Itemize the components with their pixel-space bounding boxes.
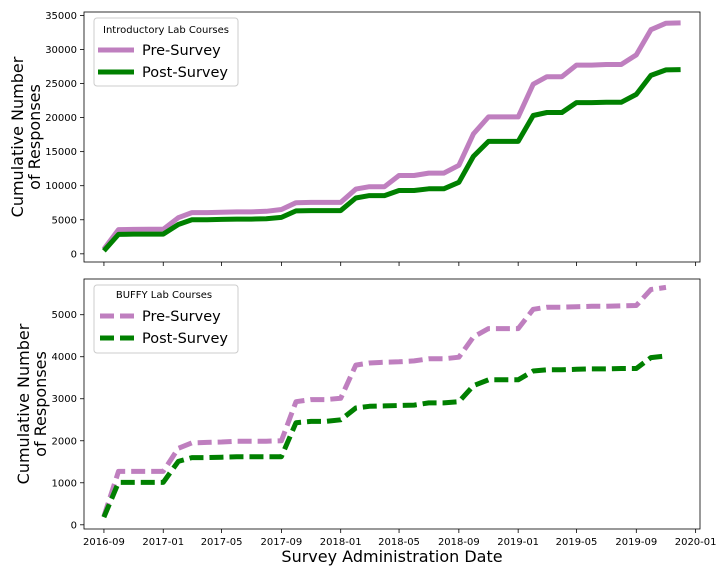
legend-title-buffy: BUFFY Lab Courses <box>116 290 212 301</box>
y-tick-label: 0 <box>71 520 77 531</box>
y-axis-label-intro-line2: of Responses <box>25 84 44 190</box>
y-axis-label-buffy-line1: Cumulative Number <box>14 323 33 484</box>
legend-label-buffy-post: Post-Survey <box>142 331 228 347</box>
y-tick-label: 30000 <box>45 45 77 56</box>
legend-title-intro: Introductory Lab Courses <box>103 25 229 36</box>
y-tick-label: 3000 <box>52 394 77 405</box>
x-tick-label: 2018-05 <box>378 537 420 548</box>
y-tick-label: 10000 <box>45 181 77 192</box>
legend-label-buffy-pre: Pre-Survey <box>142 309 221 325</box>
x-tick-label: 2019-09 <box>615 537 657 548</box>
y-ticks-buffy: 0 1000 2000 3000 4000 5000 <box>52 310 84 531</box>
legend-label-intro-post: Post-Survey <box>142 65 228 81</box>
x-tick-label: 2018-01 <box>320 537 362 548</box>
series-line-pre-survey <box>101 284 667 518</box>
legend-box-intro <box>93 17 239 87</box>
y-tick-label: 35000 <box>45 11 77 22</box>
y-ticks-intro: 0 5000 10000 15000 20000 25000 30000 35000 <box>45 11 84 260</box>
legend-intro: Introductory Lab Courses Pre-Survey Post… <box>93 17 239 87</box>
y-tick-label: 25000 <box>45 79 77 90</box>
chart-buffy-lab: 0 1000 2000 3000 4000 5000 2016-09 2017-01 2017… <box>14 278 717 548</box>
x-tick-label: 2018-09 <box>438 537 480 548</box>
series-line-post-survey <box>101 353 667 519</box>
x-ticks-intro <box>103 262 697 266</box>
series-intro <box>101 20 681 253</box>
x-tick-label: 2020-01 <box>675 537 717 548</box>
x-tick-label: 2016-09 <box>83 537 125 548</box>
y-axis-label-intro-line1: Cumulative Number <box>8 56 27 217</box>
y-tick-label: 5000 <box>52 310 77 321</box>
series-buffy <box>101 284 667 519</box>
x-tick-label: 2019-05 <box>556 537 598 548</box>
x-tick-label: 2017-05 <box>201 537 243 548</box>
x-axis-label: Survey Administration Date <box>281 547 502 566</box>
series-line-post-survey <box>102 67 681 253</box>
y-tick-label: 0 <box>71 249 77 260</box>
y-tick-label: 1000 <box>52 478 77 489</box>
x-tick-label: 2019-01 <box>497 537 539 548</box>
y-tick-label: 5000 <box>52 215 77 226</box>
y-tick-label: 2000 <box>52 436 77 447</box>
x-ticks-buffy: 2016-09 2017-01 2017-05 2017-09 2018-01 2018-… <box>83 529 717 548</box>
y-tick-label: 4000 <box>52 352 77 363</box>
series-line-pre-survey <box>101 20 681 251</box>
y-tick-label: 20000 <box>45 113 77 124</box>
chart-intro-lab: 0 5000 10000 15000 20000 25000 30000 35000 Cumu… <box>8 11 701 266</box>
y-tick-label: 15000 <box>45 147 77 158</box>
legend-buffy: BUFFY Lab Courses Pre-Survey Post-Survey <box>93 284 239 354</box>
x-tick-label: 2017-09 <box>260 537 302 548</box>
legend-label-intro-pre: Pre-Survey <box>142 43 221 59</box>
x-tick-label: 2017-01 <box>142 537 184 548</box>
y-axis-label-buffy-line2: of Responses <box>31 351 50 457</box>
